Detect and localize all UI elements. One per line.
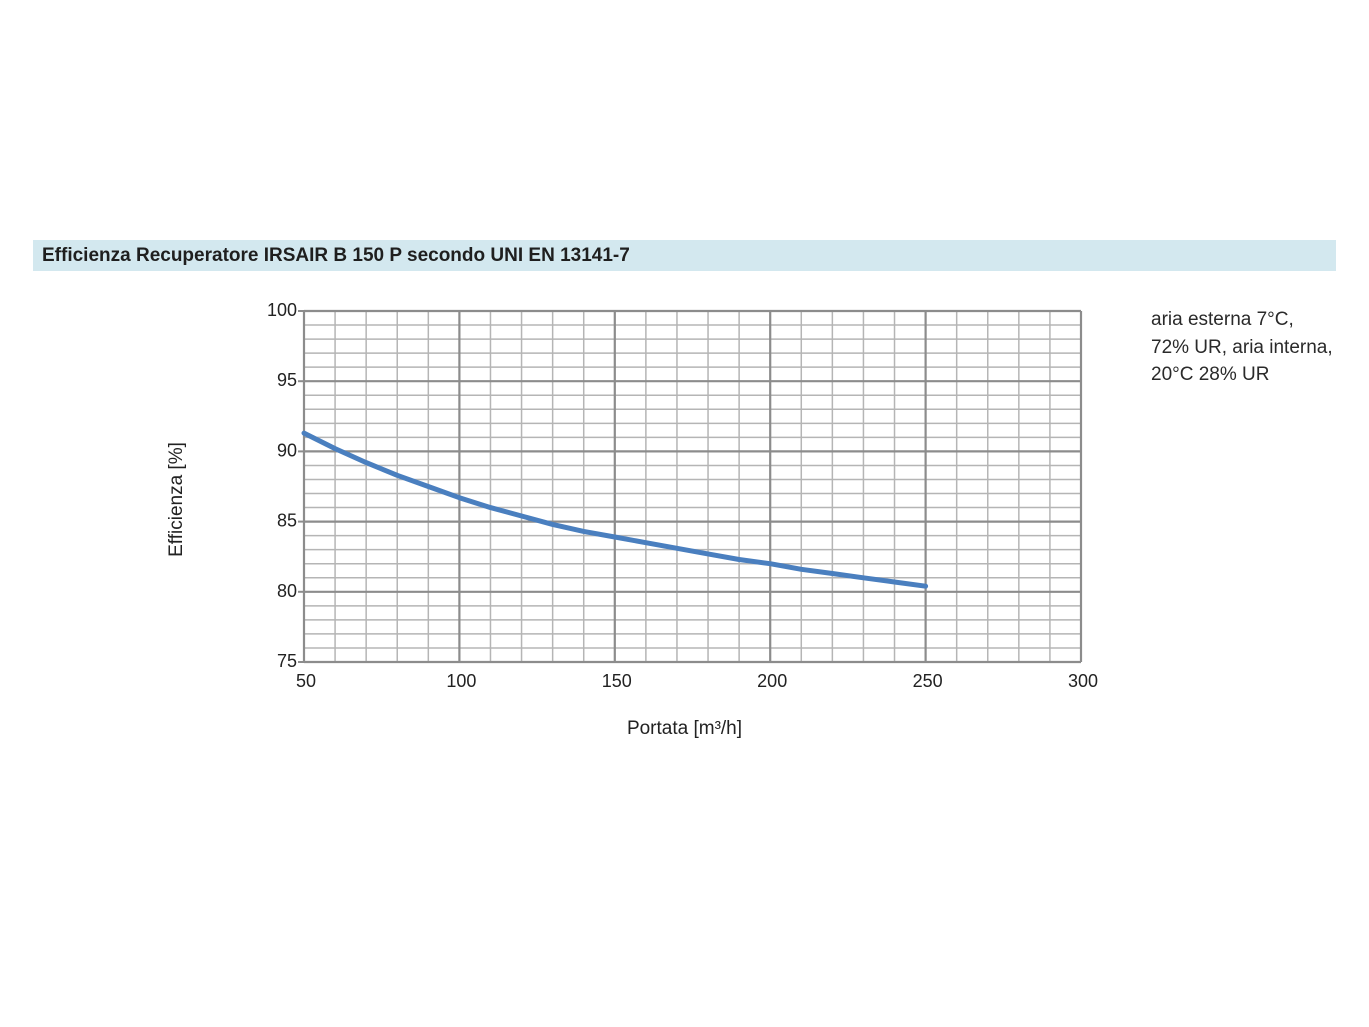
data-point [583, 530, 585, 532]
x-tick-label: 200 [757, 671, 787, 691]
note-line-2: 72% UR, aria interna, [1151, 336, 1333, 358]
note-line-3: 20°C 28% UR [1151, 364, 1270, 385]
data-point [645, 542, 647, 544]
data-point [303, 432, 305, 434]
chart-title: Efficienza Recuperatore IRSAIR B 150 P s… [42, 245, 630, 266]
data-point [365, 462, 367, 464]
data-point [552, 523, 554, 525]
note-line-1: aria esterna 7°C, [1151, 309, 1294, 330]
data-point [894, 581, 896, 583]
data-point [831, 573, 833, 575]
y-tick-label: 100 [267, 300, 297, 320]
data-point [521, 515, 523, 517]
x-tick-label: 150 [602, 671, 632, 691]
data-point [862, 577, 864, 579]
data-point [800, 568, 802, 570]
data-point [489, 507, 491, 509]
data-point [458, 497, 460, 499]
data-point [769, 563, 771, 565]
data-point [707, 553, 709, 555]
data-point [396, 474, 398, 476]
y-tick-label: 80 [277, 581, 297, 601]
y-tick-label: 95 [277, 370, 297, 390]
x-tick-label: 250 [913, 671, 943, 691]
y-tick-label: 90 [277, 440, 297, 460]
y-axis-label: Efficienza [%] [166, 442, 187, 557]
y-tick-label: 85 [277, 511, 297, 531]
x-tick-label: 50 [296, 671, 316, 691]
data-point [925, 585, 927, 587]
conditions-note: aria esterna 7°C, 72% UR, aria interna, … [1151, 306, 1333, 389]
data-point [614, 536, 616, 538]
x-tick-label: 300 [1068, 671, 1098, 691]
x-axis-label: Portata [m³/h] [627, 718, 742, 739]
data-point [334, 448, 336, 450]
chart-title-bar: Efficienza Recuperatore IRSAIR B 150 P s… [33, 240, 1336, 271]
data-point [427, 486, 429, 487]
data-point [676, 547, 678, 549]
x-tick-label: 100 [446, 671, 476, 691]
data-point [738, 559, 740, 561]
y-tick-label: 75 [277, 651, 297, 671]
